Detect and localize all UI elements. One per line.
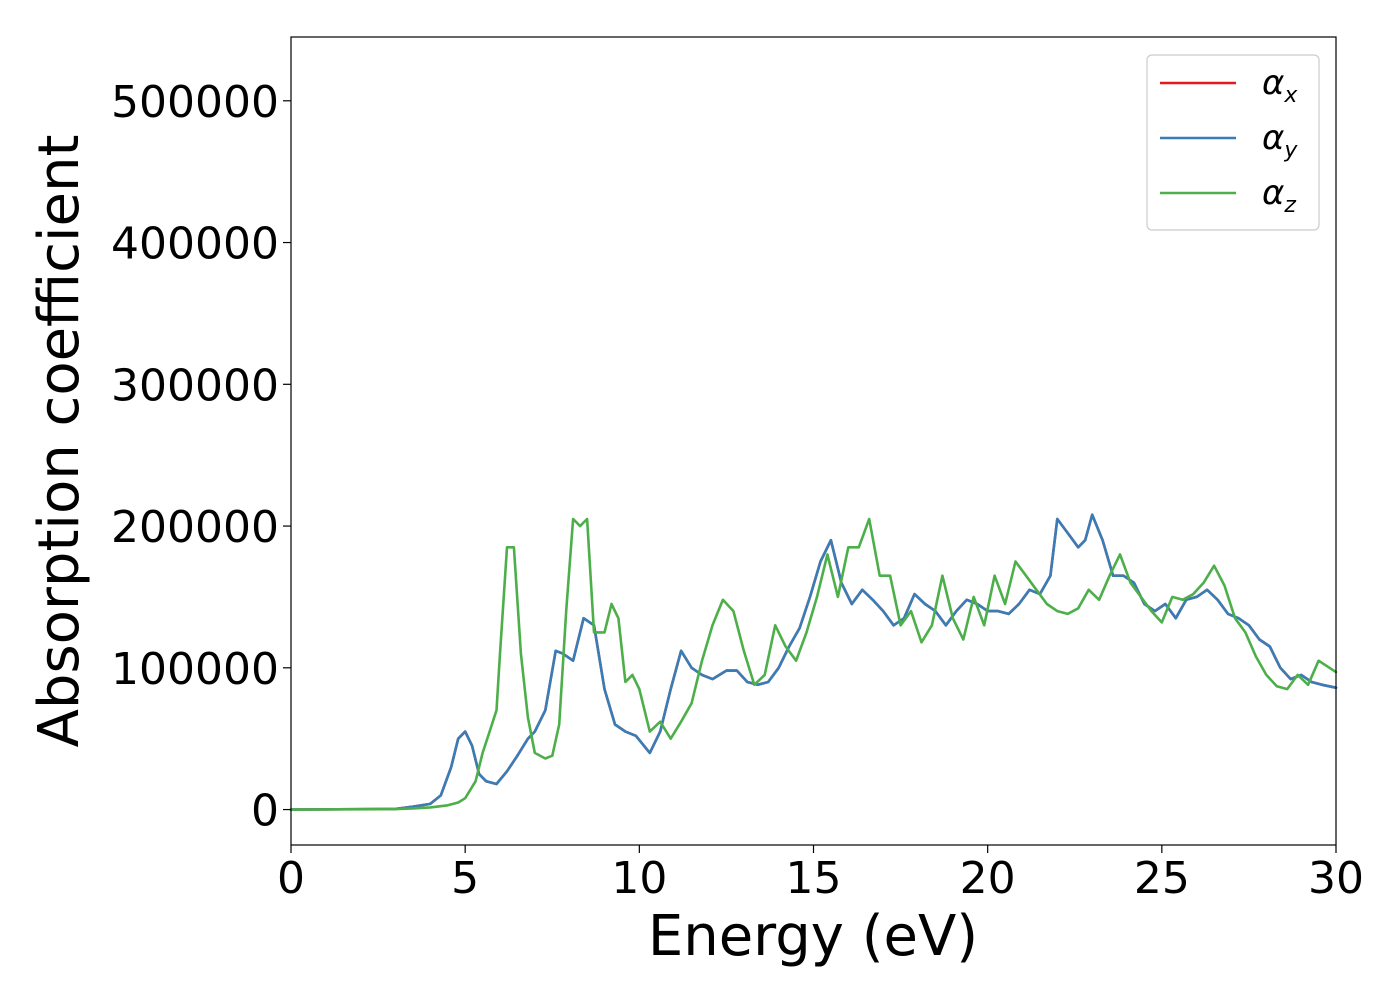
x-tick-label: 15	[786, 853, 842, 904]
x-tick-label: 30	[1308, 853, 1364, 904]
x-tick-label: 10	[611, 853, 667, 904]
plot-series	[289, 513, 1338, 811]
y-tick-label: 500000	[111, 77, 279, 128]
y-axis: 0 100000 200000 300000 400000 500000	[111, 77, 291, 837]
x-tick-label: 25	[1134, 853, 1190, 904]
legend-label-alpha-y: αy	[1262, 118, 1298, 163]
y-axis-label: Absorption coefficient	[27, 135, 92, 748]
series-line-alpha-y	[289, 513, 1338, 811]
legend: αx αy αz	[1146, 54, 1320, 231]
x-tick-label: 20	[960, 853, 1016, 904]
x-tick-label: 0	[277, 853, 305, 904]
legend-label-alpha-x: αx	[1262, 63, 1298, 108]
y-tick-label: 0	[251, 786, 279, 837]
y-tick-label: 100000	[111, 644, 279, 695]
legend-box	[1146, 54, 1320, 231]
y-tick-label: 200000	[111, 502, 279, 553]
series-line-alpha-z	[289, 517, 1338, 811]
x-axis: 0 5 10 15 20 25 30	[277, 845, 1364, 904]
legend-label-alpha-z: αz	[1262, 173, 1296, 218]
y-tick-label: 300000	[111, 360, 279, 411]
x-tick-label: 5	[451, 853, 479, 904]
series-line-alpha-x	[289, 513, 1338, 811]
x-axis-label: Energy (eV)	[648, 904, 978, 969]
y-tick-label: 400000	[111, 219, 279, 270]
